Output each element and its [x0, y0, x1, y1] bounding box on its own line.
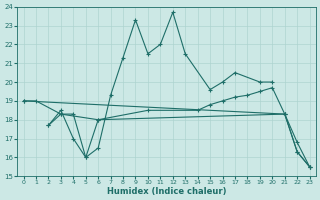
X-axis label: Humidex (Indice chaleur): Humidex (Indice chaleur)	[107, 187, 226, 196]
